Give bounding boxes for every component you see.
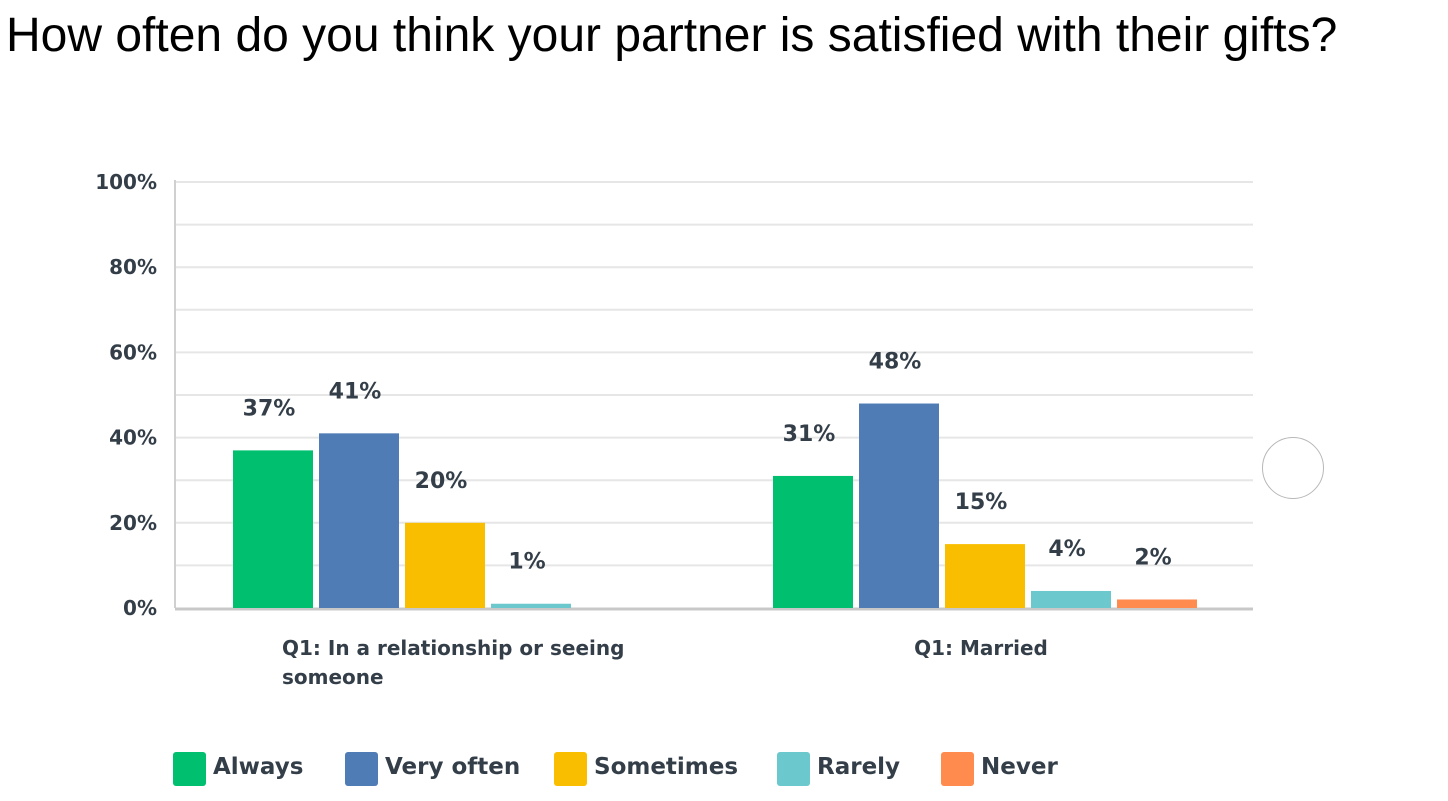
data-label: 1% [508,550,545,575]
data-label: 31% [783,422,836,447]
bar-always [773,475,853,608]
axes: 0% 20% 40% 60% 80% 100% [95,170,1253,620]
data-label: 37% [243,396,296,421]
bar-sometimes [945,544,1025,608]
y-tick-label: 100% [95,170,157,194]
legend-label-always: Always [213,754,303,780]
legend-swatch-rarely [777,752,810,786]
data-label: 2% [1134,545,1171,570]
y-tick-label: 0% [123,596,157,620]
bars [233,403,1197,608]
legend-swatch-very-often [345,752,378,786]
legend-label-never: Never [981,754,1058,780]
legend-label-sometimes: Sometimes [594,754,738,780]
legend-label-very-often: Very often [385,754,520,780]
bar-very-often [319,433,399,608]
category-label: Q1: In a relationship or seeing someone [282,636,624,689]
bar-rarely [491,603,571,608]
data-labels: 37% 41% 20% 1% 31% 48% 15% 4% 2% [243,350,1172,575]
y-tick-label: 20% [109,511,157,535]
y-tick-label: 60% [109,340,157,364]
data-label: 15% [955,490,1008,515]
legend-swatch-sometimes [554,752,587,786]
category-label-line: Q1: Married [914,636,1048,660]
category-labels: Q1: In a relationship or seeing someoneQ1… [282,636,1048,689]
slide-title: How often do you think your partner is s… [6,9,1338,62]
legend-swatch-always [173,752,206,786]
y-tick-label: 80% [109,255,157,279]
y-tick-label: 40% [109,426,157,450]
category-label: Q1: Married [914,636,1048,660]
bar-always [233,450,313,608]
category-label-line: Q1: In a relationship or seeing [282,636,624,660]
data-label: 48% [869,350,922,375]
bar-never [1117,599,1197,608]
bar-rarely [1031,590,1111,608]
legend: Always Very often Sometimes Rarely Never [173,752,1058,786]
legend-swatch-never [941,752,974,786]
data-label: 20% [415,469,468,494]
circle-button-icon[interactable] [1262,437,1324,499]
bar-very-often [859,403,939,608]
data-label: 41% [329,379,382,404]
legend-label-rarely: Rarely [817,754,900,780]
data-label: 4% [1048,537,1085,562]
category-label-line: someone [282,665,384,689]
bar-sometimes [405,522,485,608]
